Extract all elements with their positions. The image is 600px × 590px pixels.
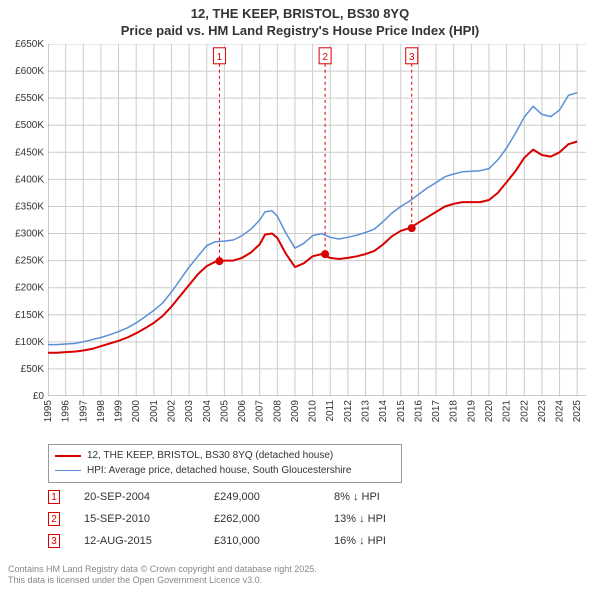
svg-text:2014: 2014 [378,400,389,423]
event-table: 120-SEP-2004£249,0008% ↓ HPI215-SEP-2010… [48,486,444,552]
svg-text:2015: 2015 [396,400,407,423]
event-price: £249,000 [214,491,334,503]
svg-text:2020: 2020 [484,400,495,423]
legend-swatch [55,455,81,457]
svg-text:2008: 2008 [272,400,283,423]
svg-text:1997: 1997 [78,400,89,423]
event-price: £262,000 [214,513,334,525]
svg-text:2009: 2009 [290,400,301,423]
svg-text:1995: 1995 [43,400,54,423]
event-date: 15-SEP-2010 [60,513,214,525]
event-marker-icon: 1 [48,490,60,504]
svg-text:£500K: £500K [15,120,44,131]
svg-text:2002: 2002 [166,400,177,423]
svg-text:2000: 2000 [131,400,142,423]
svg-text:£450K: £450K [15,147,44,158]
svg-text:2024: 2024 [555,400,566,423]
footnote: Contains HM Land Registry data © Crown c… [8,564,317,587]
svg-text:2011: 2011 [325,400,336,422]
event-marker-icon: 3 [48,534,60,548]
svg-text:£0: £0 [33,391,45,400]
footnote-line-2: This data is licensed under the Open Gov… [8,575,317,586]
event-date: 12-AUG-2015 [60,535,214,547]
svg-text:2019: 2019 [466,400,477,423]
svg-text:2007: 2007 [255,400,266,423]
svg-text:£250K: £250K [15,256,44,267]
svg-text:2004: 2004 [202,400,213,423]
svg-text:£50K: £50K [21,364,45,375]
svg-text:£300K: £300K [15,229,44,240]
legend-swatch [55,470,81,471]
title-line-2: Price paid vs. HM Land Registry's House … [0,23,600,40]
event-marker-icon: 2 [48,512,60,526]
svg-text:1999: 1999 [114,400,125,423]
svg-text:£150K: £150K [15,310,44,321]
svg-text:3: 3 [409,52,415,63]
svg-text:2006: 2006 [237,400,248,423]
chart-svg: 1 2 3 [48,44,586,396]
svg-text:2005: 2005 [219,400,230,423]
event-row: 215-SEP-2010£262,00013% ↓ HPI [48,508,444,530]
svg-text:2018: 2018 [449,400,460,423]
footnote-line-1: Contains HM Land Registry data © Crown c… [8,564,317,575]
svg-text:1998: 1998 [96,400,107,423]
svg-text:2: 2 [322,52,328,63]
svg-text:2012: 2012 [343,400,354,423]
svg-text:£400K: £400K [15,174,44,185]
x-axis-labels: 1995 1996 1997 1998 1999 2000 2001 2002 2003 2004… [0,396,600,446]
event-row: 312-AUG-2015£310,00016% ↓ HPI [48,530,444,552]
svg-text:2025: 2025 [572,400,583,423]
legend-item: 12, THE KEEP, BRISTOL, BS30 8YQ (detache… [55,448,395,463]
svg-text:2023: 2023 [537,400,548,423]
svg-text:2003: 2003 [184,400,195,423]
svg-text:£100K: £100K [15,337,44,348]
legend-label: HPI: Average price, detached house, Sout… [87,463,351,478]
chart-plot-area: 1 2 3 [48,44,586,396]
svg-text:2013: 2013 [361,400,372,423]
chart-title: 12, THE KEEP, BRISTOL, BS30 8YQ Price pa… [0,0,600,40]
chart-container: 12, THE KEEP, BRISTOL, BS30 8YQ Price pa… [0,0,600,590]
svg-text:£550K: £550K [15,93,44,104]
svg-text:2001: 2001 [149,400,160,423]
svg-text:£350K: £350K [15,201,44,212]
svg-text:2021: 2021 [502,400,513,423]
event-date: 20-SEP-2004 [60,491,214,503]
event-delta: 8% ↓ HPI [334,491,444,503]
event-row: 120-SEP-2004£249,0008% ↓ HPI [48,486,444,508]
svg-text:2017: 2017 [431,400,442,423]
svg-text:2016: 2016 [413,400,424,423]
event-delta: 13% ↓ HPI [334,513,444,525]
svg-text:1: 1 [217,52,223,63]
svg-text:2010: 2010 [308,400,319,423]
svg-text:£600K: £600K [15,66,44,77]
svg-text:2022: 2022 [519,400,530,423]
legend-item: HPI: Average price, detached house, Sout… [55,463,395,478]
svg-text:1996: 1996 [61,400,72,423]
y-axis-labels: £0 £50K £100K £150K £200K £250K £300K £350K £400… [0,40,48,400]
svg-text:£650K: £650K [15,40,44,50]
event-price: £310,000 [214,535,334,547]
svg-text:£200K: £200K [15,283,44,294]
event-delta: 16% ↓ HPI [334,535,444,547]
title-line-1: 12, THE KEEP, BRISTOL, BS30 8YQ [0,6,600,23]
chart-legend: 12, THE KEEP, BRISTOL, BS30 8YQ (detache… [48,444,402,483]
legend-label: 12, THE KEEP, BRISTOL, BS30 8YQ (detache… [87,448,333,463]
